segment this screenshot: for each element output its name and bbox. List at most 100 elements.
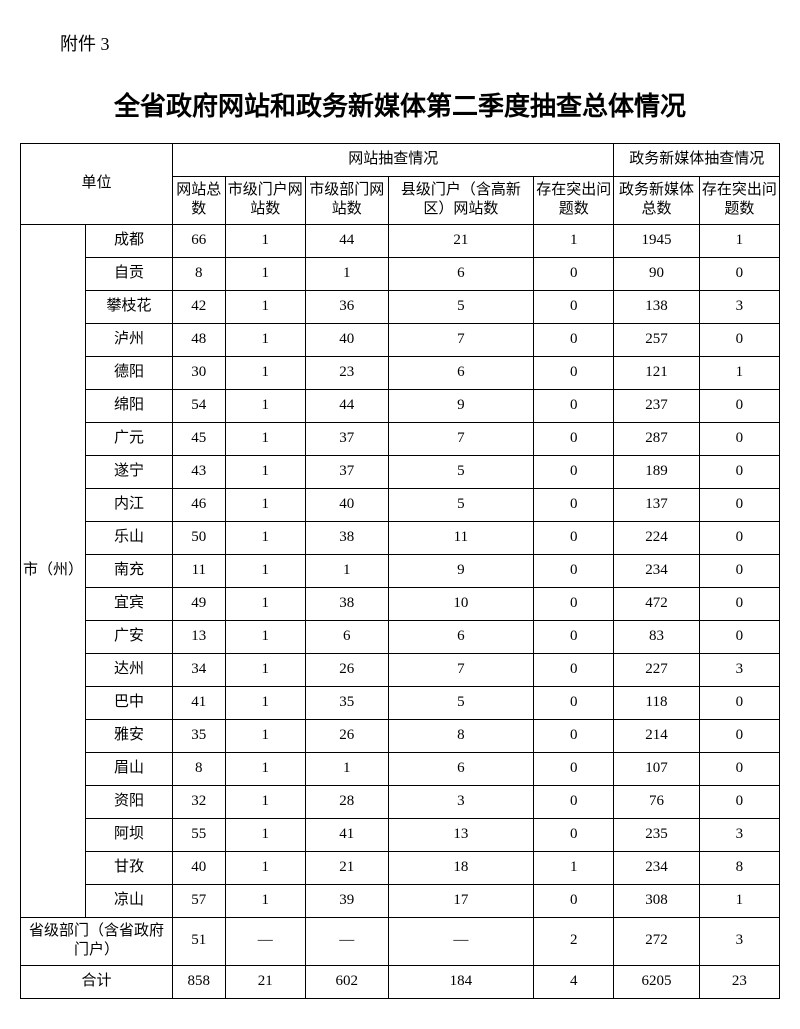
cell: 1 — [225, 422, 305, 455]
cell: 227 — [614, 653, 699, 686]
cell: 234 — [614, 851, 699, 884]
cell: 0 — [534, 818, 614, 851]
cell: 13 — [388, 818, 534, 851]
cell: 4 — [534, 965, 614, 998]
cell: 214 — [614, 719, 699, 752]
table-row: 乐山501381102240 — [21, 521, 780, 554]
cell: 0 — [534, 686, 614, 719]
cell: 472 — [614, 587, 699, 620]
cell: 23 — [305, 356, 388, 389]
cell: 41 — [172, 686, 225, 719]
table-row: 凉山571391703081 — [21, 884, 780, 917]
cell: — — [225, 917, 305, 965]
cell: — — [388, 917, 534, 965]
cell: 38 — [305, 587, 388, 620]
table-row: 阿坝551411302353 — [21, 818, 780, 851]
cell: 6 — [388, 356, 534, 389]
row-name: 乐山 — [86, 521, 173, 554]
cell: 21 — [388, 224, 534, 257]
cell: 0 — [534, 488, 614, 521]
cell: 1 — [225, 488, 305, 521]
cell: 10 — [388, 587, 534, 620]
province-row: 省级部门（含省政府门户）51———22723 — [21, 917, 780, 965]
cell: 0 — [699, 323, 779, 356]
header-col1: 网站总数 — [172, 176, 225, 224]
cell: 26 — [305, 653, 388, 686]
row-name: 眉山 — [86, 752, 173, 785]
row-name: 甘孜 — [86, 851, 173, 884]
row-name: 成都 — [86, 224, 173, 257]
cell: 0 — [699, 422, 779, 455]
cell: 121 — [614, 356, 699, 389]
cell: 23 — [699, 965, 779, 998]
cell: 76 — [614, 785, 699, 818]
header-col6: 政务新媒体总数 — [614, 176, 699, 224]
cell: 0 — [534, 389, 614, 422]
cell: 34 — [172, 653, 225, 686]
row-name: 德阳 — [86, 356, 173, 389]
cell: 0 — [534, 884, 614, 917]
cell: 0 — [699, 488, 779, 521]
cell: 9 — [388, 554, 534, 587]
cell: 3 — [699, 818, 779, 851]
row-name: 资阳 — [86, 785, 173, 818]
table-row: 泸州48140702570 — [21, 323, 780, 356]
table-row: 攀枝花42136501383 — [21, 290, 780, 323]
cell: 602 — [305, 965, 388, 998]
cell: 21 — [225, 965, 305, 998]
cell: 57 — [172, 884, 225, 917]
cell: 0 — [699, 389, 779, 422]
cell: 9 — [388, 389, 534, 422]
cell: 37 — [305, 455, 388, 488]
cell: 3 — [699, 917, 779, 965]
cell: 13 — [172, 620, 225, 653]
cell: 287 — [614, 422, 699, 455]
cell: 0 — [534, 752, 614, 785]
cell: 0 — [534, 521, 614, 554]
table-row: 南充1111902340 — [21, 554, 780, 587]
cell: 3 — [388, 785, 534, 818]
cell: 1 — [225, 290, 305, 323]
cell: 0 — [699, 620, 779, 653]
table-row: 市（州）成都6614421119451 — [21, 224, 780, 257]
cell: 0 — [699, 257, 779, 290]
table-row: 宜宾491381004720 — [21, 587, 780, 620]
cell: 0 — [534, 323, 614, 356]
cell: 0 — [699, 587, 779, 620]
row-name: 自贡 — [86, 257, 173, 290]
cell: 5 — [388, 455, 534, 488]
cell: 1 — [225, 323, 305, 356]
header-col3: 市级部门网站数 — [305, 176, 388, 224]
cell: 1 — [534, 851, 614, 884]
row-name: 合计 — [21, 965, 173, 998]
cell: 1 — [225, 587, 305, 620]
cell: 0 — [534, 257, 614, 290]
cell: 0 — [534, 422, 614, 455]
cell: 137 — [614, 488, 699, 521]
cell: 1 — [225, 884, 305, 917]
cell: 0 — [534, 356, 614, 389]
cell: 44 — [305, 224, 388, 257]
table-row: 德阳30123601211 — [21, 356, 780, 389]
cell: 1 — [534, 224, 614, 257]
table-row: 资阳3212830760 — [21, 785, 780, 818]
cell: 54 — [172, 389, 225, 422]
header-newmedia-group: 政务新媒体抽查情况 — [614, 144, 780, 177]
table-row: 巴中41135501180 — [21, 686, 780, 719]
row-name: 绵阳 — [86, 389, 173, 422]
cell: 184 — [388, 965, 534, 998]
cell: 18 — [388, 851, 534, 884]
cell: 0 — [699, 719, 779, 752]
cell: 35 — [305, 686, 388, 719]
cell: 1 — [225, 521, 305, 554]
cell: 42 — [172, 290, 225, 323]
page-title: 全省政府网站和政务新媒体第二季度抽查总体情况 — [20, 86, 780, 123]
row-name: 阿坝 — [86, 818, 173, 851]
cell: 1 — [699, 356, 779, 389]
group-label: 市（州） — [21, 224, 86, 917]
table-row: 广安131660830 — [21, 620, 780, 653]
cell: 1945 — [614, 224, 699, 257]
cell: 6205 — [614, 965, 699, 998]
cell: 1 — [225, 620, 305, 653]
cell: 40 — [172, 851, 225, 884]
